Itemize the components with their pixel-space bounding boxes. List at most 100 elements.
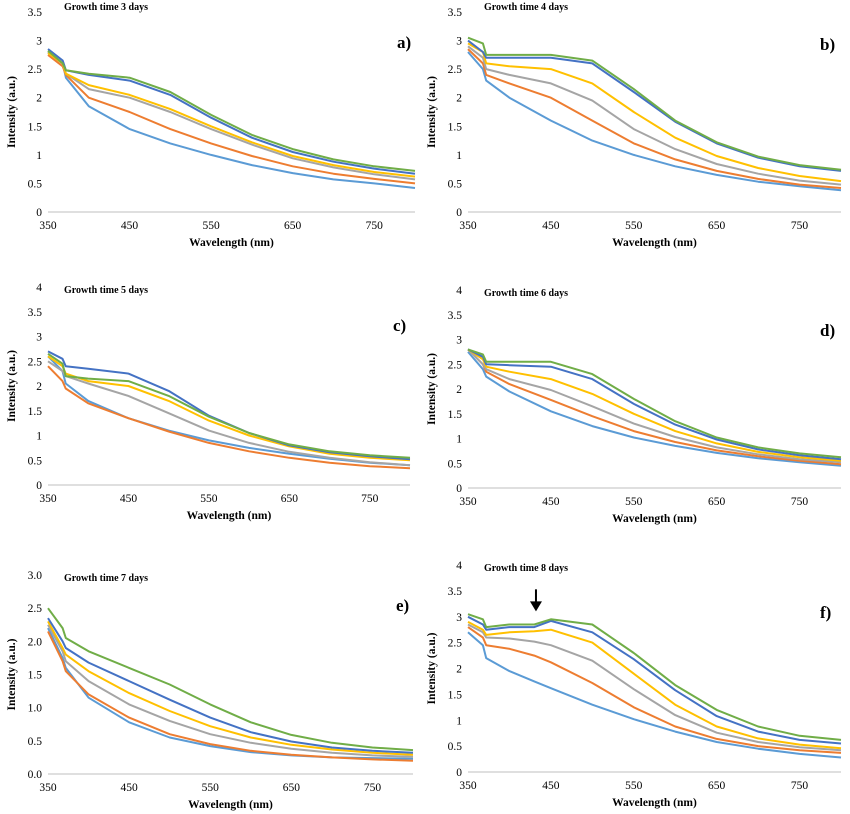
y-axis-title: Intensity (a.u.) xyxy=(6,76,18,148)
y-tick-label: 1.5 xyxy=(28,406,43,418)
y-tick-label: 2.5 xyxy=(28,603,43,615)
series-line-6 xyxy=(467,36,842,171)
panel-title: Growth time 3 days xyxy=(64,2,148,13)
y-tick-label: 0 xyxy=(36,480,42,492)
x-tick-label: 750 xyxy=(791,220,809,232)
series-line-2 xyxy=(467,348,842,466)
series-line-1 xyxy=(467,51,842,192)
series-line-1 xyxy=(467,351,842,467)
y-tick-label: 1 xyxy=(456,715,462,727)
series-line-3 xyxy=(47,624,414,758)
x-tick-label: 750 xyxy=(791,496,809,508)
chart-panel-3: 0 0.5 1 1.5 2 2.5 3 3.5 4 350 450 550 650 750 Waveleng… xyxy=(6,282,411,522)
y-tick-label: 0 xyxy=(36,207,42,219)
series-line-3 xyxy=(47,360,411,467)
panel-label: b) xyxy=(820,35,835,54)
series-line-3 xyxy=(467,623,842,752)
y-tick-label: 1 xyxy=(36,150,42,162)
y-tick-label: 3 xyxy=(36,332,42,344)
series-line-1 xyxy=(47,355,411,467)
chart-panel-6: 0 0.5 1 1.5 2 2.5 3 3.5 4 350 450 550 650 750 Waveleng… xyxy=(426,560,842,809)
series-line-4 xyxy=(47,620,414,756)
y-tick-label: 2 xyxy=(456,664,462,676)
y-tick-label: 0.5 xyxy=(28,178,43,190)
x-tick-label: 450 xyxy=(120,493,138,505)
y-tick-label: 1 xyxy=(456,150,462,162)
y-tick-label: 1 xyxy=(36,431,42,443)
y-tick-label: 2 xyxy=(36,381,42,393)
chart-panel-5: 0.0 0.5 1.0 1.5 2.0 2.5 3.0 350 450 550 650 750 Wave… xyxy=(6,570,414,811)
series-line-5 xyxy=(47,617,414,754)
x-tick-label: 750 xyxy=(791,780,809,792)
x-tick-label: 650 xyxy=(708,496,726,508)
series-line-6 xyxy=(467,613,842,741)
series-line-2 xyxy=(47,630,414,762)
y-tick-label: 0.5 xyxy=(448,458,463,470)
series-line-2 xyxy=(467,48,842,189)
x-tick-label: 650 xyxy=(708,780,726,792)
y-axis-title: Intensity (a.u.) xyxy=(6,638,18,710)
y-tick-label: 1 xyxy=(456,434,462,446)
y-tick-label: 0 xyxy=(456,767,462,779)
panel-label: f) xyxy=(820,603,831,622)
x-tick-label: 650 xyxy=(708,220,726,232)
panel-label: d) xyxy=(820,321,835,340)
panel-label: a) xyxy=(397,33,411,52)
y-tick-label: 1.5 xyxy=(28,121,43,133)
y-tick-label: 0.5 xyxy=(28,455,43,467)
y-tick-label: 1.5 xyxy=(28,670,43,682)
panel-label: e) xyxy=(396,596,409,615)
series-line-5 xyxy=(467,348,842,461)
x-tick-label: 550 xyxy=(625,496,643,508)
series-line-2 xyxy=(467,626,842,754)
series-line-4 xyxy=(467,621,842,750)
y-axis-title: Intensity (a.u.) xyxy=(426,76,438,148)
chart-panel-2: 0 0.5 1 1.5 2 2.5 3 3.5 350 450 550 650 750 Wavelengt… xyxy=(426,2,842,249)
y-tick-label: 2 xyxy=(36,93,42,105)
y-tick-label: 3.5 xyxy=(448,586,463,598)
series-line-1 xyxy=(47,52,416,189)
y-tick-label: 2 xyxy=(456,93,462,105)
series-line-6 xyxy=(467,348,842,459)
chart-panel-1: 0 0.5 1 1.5 2 2.5 3 3.5 350 450 550 650 750 Wavelengt… xyxy=(6,2,416,249)
x-tick-label: 350 xyxy=(39,220,57,232)
y-axis-title: Intensity (a.u.) xyxy=(6,350,18,422)
y-tick-label: 3.5 xyxy=(28,7,43,19)
x-tick-label: 350 xyxy=(459,780,477,792)
panel-title: Growth time 8 days xyxy=(484,563,568,574)
y-tick-label: 0.0 xyxy=(28,769,43,781)
y-tick-label: 3.5 xyxy=(448,310,463,322)
x-tick-label: 450 xyxy=(120,782,138,794)
y-tick-label: 2.5 xyxy=(448,638,463,650)
panel-title: Growth time 7 days xyxy=(64,573,148,584)
y-tick-label: 0.5 xyxy=(28,736,43,748)
x-tick-label: 450 xyxy=(542,220,560,232)
chart-panel-4: 0 0.5 1 1.5 2 2.5 3 3.5 4 350 450 550 650 750 Waveleng… xyxy=(426,285,842,525)
x-tick-label: 650 xyxy=(284,220,302,232)
x-tick-label: 650 xyxy=(283,782,301,794)
series-line-4 xyxy=(467,348,842,462)
x-tick-label: 650 xyxy=(281,493,299,505)
y-tick-label: 1.5 xyxy=(448,409,463,421)
x-tick-label: 550 xyxy=(202,220,220,232)
x-tick-label: 550 xyxy=(625,220,643,232)
x-tick-label: 350 xyxy=(459,220,477,232)
y-axis-title: Intensity (a.u.) xyxy=(426,353,438,425)
y-tick-label: 0.5 xyxy=(448,178,463,190)
series-line-5 xyxy=(467,615,842,745)
y-tick-label: 1.5 xyxy=(448,689,463,701)
panel-label: c) xyxy=(393,316,406,335)
series-line-5 xyxy=(467,39,842,172)
x-tick-label: 450 xyxy=(121,220,139,232)
series-line-5 xyxy=(47,350,411,461)
series-line-6 xyxy=(47,607,414,752)
y-tick-label: 2.0 xyxy=(28,636,43,648)
x-axis-title: Wavelength (nm) xyxy=(188,799,273,811)
x-tick-label: 550 xyxy=(200,493,218,505)
y-tick-label: 2.5 xyxy=(28,64,43,76)
y-tick-label: 3.5 xyxy=(28,307,43,319)
y-tick-label: 2 xyxy=(456,384,462,396)
series-line-4 xyxy=(467,42,842,183)
x-tick-label: 750 xyxy=(366,220,384,232)
